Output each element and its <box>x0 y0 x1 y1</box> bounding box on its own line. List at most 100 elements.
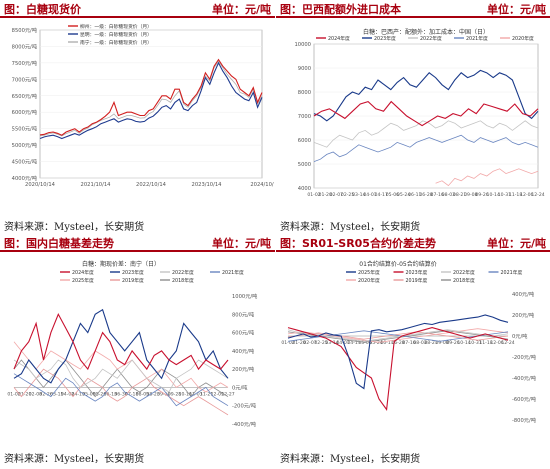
x-tick-label: 08-03 <box>442 192 455 198</box>
y-tick-label: -200元/吨 <box>512 353 536 361</box>
x-tick-label: 11-18 <box>479 340 492 346</box>
series-line <box>287 328 509 343</box>
y-tick-label: 6000 <box>298 138 311 144</box>
panel-header: 图：白糖现货价 单位：元/吨 <box>0 0 275 18</box>
x-tick-label: 01-02 <box>7 391 20 397</box>
x-tick-label: 02-26 <box>39 391 52 397</box>
y-tick-label: 5000元/吨 <box>12 141 37 149</box>
y-tick-label: 0元/吨 <box>232 383 247 391</box>
y-tick-label: -400元/吨 <box>232 420 256 428</box>
series-line <box>287 327 509 411</box>
series-line <box>13 359 229 393</box>
x-tick-label: 01-02 <box>281 340 294 346</box>
legend-item: 2025年度 <box>358 269 380 276</box>
legend-item: 2023年度 <box>406 269 428 276</box>
x-tick-label: 12-24 <box>531 192 544 198</box>
y-tick-label: 600元/吨 <box>232 329 254 337</box>
series-line <box>435 168 539 187</box>
series-line <box>13 373 229 407</box>
chart-sr01-sr05-spread: 01合约结算价-05合约结算价 400元/吨 200元/吨 0元/吨 -200元/吨 -4… <box>281 260 536 424</box>
legend-item: 2019年度 <box>406 277 428 284</box>
panel-header: 图：巴西配额外进口成本 单位：元/吨 <box>276 0 550 18</box>
series-line <box>313 134 539 162</box>
legend-item: 2024年度 <box>72 269 94 276</box>
x-tick-label: 05-06 <box>386 192 399 198</box>
x-tick-label: 04-17 <box>375 192 388 198</box>
legend-item: 2024年度 <box>328 35 350 42</box>
panel-title: 图：SR01-SR05合约价差走势 <box>280 237 436 250</box>
panel-header: 图：SR01-SR05合约价差走势 单位：元/吨 <box>276 234 550 252</box>
x-tick-label: 03-14 <box>325 340 338 346</box>
x-tick-label: 08-21 <box>424 340 437 346</box>
legend-item: 2021年度 <box>466 35 488 42</box>
y-tick-label: 8000元/吨 <box>12 42 37 50</box>
y-tick-label: 8000 <box>298 90 311 96</box>
panel-title: 图：白糖现货价 <box>4 3 81 16</box>
x-tick-label: 05-26 <box>93 391 106 397</box>
x-tick-label: 04-02 <box>61 391 74 397</box>
x-tick-label: 04-01 <box>363 192 376 198</box>
x-tick-label: 04-19 <box>72 391 85 397</box>
legend-item: 昆明：一级：白砂糖现货价（月） <box>80 31 152 38</box>
x-tick-label: 09-10 <box>157 391 170 397</box>
legend-item: 2019年度 <box>122 277 144 284</box>
x-tick-label: 01-20 <box>319 192 332 198</box>
x-tick-label: 12-06 <box>520 192 533 198</box>
y-tick-label: 800元/吨 <box>232 310 254 318</box>
series-line <box>13 313 229 371</box>
panel-sugar-spot-price: 图：白糖现货价 单位：元/吨 8500元/吨 8000元/吨 7500元/吨 7000… <box>0 0 275 234</box>
series-line <box>313 69 539 122</box>
x-tick-label: 05-08 <box>82 391 95 397</box>
y-tick-label: 7500元/吨 <box>12 59 37 67</box>
y-tick-label: 400元/吨 <box>512 290 534 298</box>
y-tick-label: -800元/吨 <box>512 416 536 424</box>
panel-title: 图：国内白糖基差走势 <box>4 237 114 250</box>
y-tick-label: 7000 <box>298 114 311 120</box>
legend-item: 2020年度 <box>358 277 380 284</box>
x-tick-label: 12-27 <box>221 391 234 397</box>
panel-unit: 单位：元/吨 <box>486 237 546 250</box>
x-tick-label: 11-03 <box>189 391 202 397</box>
y-tick-label: 10000 <box>294 42 311 48</box>
x-tick-label: 03-14 <box>352 192 365 198</box>
y-tick-label: 0元/吨 <box>512 332 527 340</box>
x-tick-label: 06-28 <box>419 192 432 198</box>
x-tick-label: 02-08 <box>29 391 42 397</box>
x-tick-label: 04-01 <box>336 340 349 346</box>
y-tick-label: 9000 <box>298 66 311 72</box>
x-tick-label: 07-18 <box>125 391 138 397</box>
series-line <box>13 341 229 393</box>
x-tick-label: 01-02 <box>307 192 320 198</box>
legend-item: 2022年度 <box>172 269 194 276</box>
series-line <box>313 120 539 148</box>
x-tick-label: 03-15 <box>50 391 63 397</box>
x-tick-label: 09-28 <box>168 391 181 397</box>
source-note: 资料来源：Mysteel，长安期货 <box>280 222 421 233</box>
panel-brazil-import-cost: 图：巴西配额外进口成本 单位：元/吨 白糖：巴西产：配额外：加工成本：中国（日）… <box>276 0 550 234</box>
panel-unit: 单位：元/吨 <box>486 3 546 16</box>
x-tick-label: 12-06 <box>490 340 503 346</box>
y-tick-label: 6000元/吨 <box>12 108 37 116</box>
y-tick-label: 7000元/吨 <box>12 75 37 83</box>
x-tick-label: 08-05 <box>136 391 149 397</box>
x-tick-label: 08-23 <box>146 391 159 397</box>
plot-frame <box>39 29 263 179</box>
chart-title: 白糖：期现价差：南宁（日） <box>82 260 160 268</box>
legend-item: 2022年度 <box>420 35 442 42</box>
y-tick-label: 4000元/吨 <box>12 174 37 182</box>
legend-item: 2022年度 <box>453 269 475 276</box>
legend-item: 2018年度 <box>453 277 475 284</box>
legend-item: 2023年度 <box>122 269 144 276</box>
x-tick-label: 2023/10/14 <box>192 182 223 188</box>
chart-title: 白糖：巴西产：配额外：加工成本：中国（日） <box>363 28 489 36</box>
chart-title: 01合约结算价-05合约结算价 <box>359 260 436 268</box>
series-line <box>13 368 229 416</box>
y-tick-label: 400元/吨 <box>232 347 254 355</box>
legend-item: 2023年度 <box>374 35 396 42</box>
panel-header: 图：国内白糖基差走势 单位：元/吨 <box>0 234 275 252</box>
x-tick-label: 09-08 <box>435 340 448 346</box>
x-tick-label: 06-11 <box>408 192 421 198</box>
legend-item: 柳州：一级：白砂糖现货价（月） <box>80 23 152 30</box>
series-line <box>313 100 539 127</box>
x-tick-label: 08-21 <box>453 192 466 198</box>
